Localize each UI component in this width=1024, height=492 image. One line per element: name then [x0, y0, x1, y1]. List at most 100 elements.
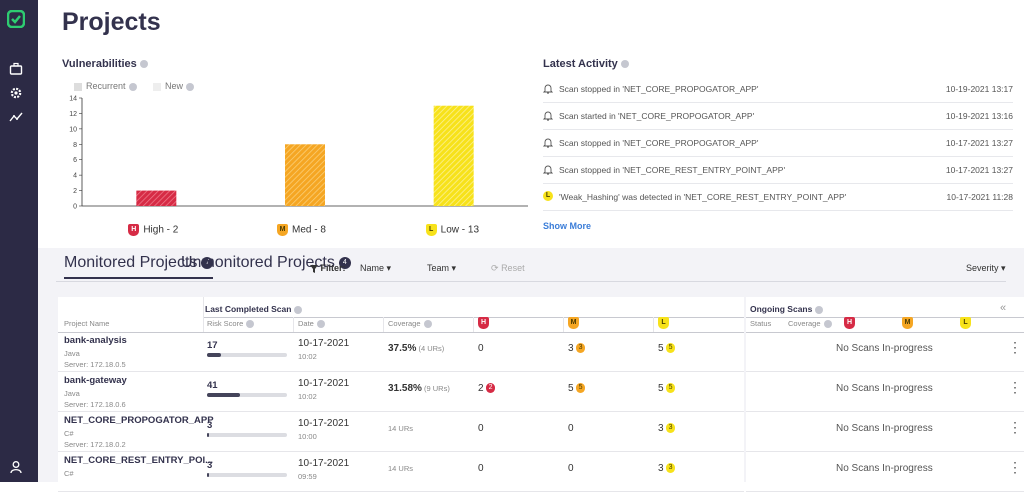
ongoing-col-status[interactable]: Status — [750, 319, 772, 328]
activity-row[interactable]: Scan stopped in 'NET_CORE_PROPOGATOR_APP… — [543, 76, 1013, 103]
project-name-link[interactable]: NET_CORE_PROPOGATOR_APP — [64, 415, 214, 426]
user-icon[interactable] — [9, 460, 23, 474]
filter-label: Filter: — [310, 263, 346, 273]
bar-high[interactable] — [136, 190, 177, 206]
x-label-text: High - 2 — [143, 224, 179, 236]
legend-recurrent-label: Recurrent — [86, 81, 126, 91]
filter-icon — [310, 264, 318, 273]
date-header-text: Date — [298, 319, 314, 328]
ongoing-coverage-text: Coverage — [788, 319, 821, 328]
scan-date: 10-17-2021 — [298, 458, 350, 469]
col-header-low[interactable]: L — [658, 317, 673, 329]
med-count-value: 0 — [568, 423, 574, 434]
legend-new[interactable]: New — [153, 81, 195, 91]
tab-monitored-projects[interactable]: Monitored Projects 7 — [64, 254, 214, 279]
activity-text: Scan stopped in 'NET_CORE_PROPOGATOR_APP… — [559, 138, 759, 148]
help-icon[interactable] — [186, 82, 195, 91]
help-icon[interactable] — [823, 320, 832, 329]
project-name-link[interactable]: NET_CORE_REST_ENTRY_POI... — [64, 455, 214, 466]
legend-swatch-new — [153, 82, 162, 91]
col-header-high[interactable]: H — [478, 317, 493, 329]
tab-monitored-label: Monitored Projects — [64, 254, 198, 271]
high-severity-icon: H — [128, 224, 140, 236]
help-icon[interactable] — [815, 305, 824, 314]
more-options-icon[interactable]: ⋮ — [1008, 339, 1022, 355]
col-header-med[interactable]: M — [568, 317, 583, 329]
col-header-risk-score[interactable]: Risk Score — [207, 319, 255, 329]
col-header-project-name[interactable]: Project Name — [64, 319, 110, 328]
latest-activity-title: Latest Activity — [543, 58, 629, 70]
more-options-icon[interactable]: ⋮ — [1008, 419, 1022, 435]
project-name-link[interactable]: bank-gateway — [64, 375, 127, 386]
coverage-value: 14 URs — [388, 423, 413, 434]
help-icon[interactable] — [128, 82, 137, 91]
help-icon[interactable] — [294, 305, 303, 314]
activity-row[interactable]: Scan stopped in 'NET_CORE_PROPOGATOR_APP… — [543, 130, 1013, 157]
legend-recurrent[interactable]: Recurrent — [74, 81, 137, 91]
activity-list: Scan stopped in 'NET_CORE_PROPOGATOR_APP… — [543, 76, 1013, 211]
ongoing-col-coverage[interactable]: Coverage — [788, 319, 832, 329]
no-scans-message: No Scans In-progress — [836, 343, 933, 354]
ongoing-row-divider — [746, 371, 1024, 372]
coverage-value: 14 URs — [388, 463, 413, 474]
team-filter-dropdown[interactable]: Team ▾ — [427, 263, 456, 274]
main-content: Projects Vulnerabilities Recurrent New 1… — [38, 0, 1024, 492]
col-divider — [203, 297, 204, 332]
project-name-link[interactable]: bank-analysis — [64, 335, 127, 346]
help-icon[interactable] — [620, 60, 629, 69]
project-server: Server: 172.18.0.6 — [64, 400, 126, 409]
activity-text: Scan stopped in 'NET_CORE_PROPOGATOR_APP… — [559, 84, 759, 94]
x-label-high[interactable]: H High - 2 — [128, 224, 178, 236]
help-icon[interactable] — [139, 60, 148, 69]
more-options-icon[interactable]: ⋮ — [1008, 379, 1022, 395]
help-icon[interactable] — [423, 320, 432, 329]
chart-legend: Recurrent New — [74, 81, 208, 91]
app-logo-icon[interactable] — [7, 10, 25, 28]
bar-low[interactable] — [433, 105, 474, 206]
y-tick-label: 12 — [69, 111, 77, 118]
no-scans-message: No Scans In-progress — [836, 423, 933, 434]
ongoing-col-high[interactable]: H — [844, 317, 859, 329]
y-tick-label: 10 — [69, 126, 77, 133]
activity-row[interactable]: L 'Weak_Hashing' was detected in 'NET_COR… — [543, 184, 1013, 211]
x-label-medium[interactable]: M Med - 8 — [277, 224, 326, 236]
help-icon[interactable] — [246, 320, 255, 329]
scan-time: 10:02 — [298, 352, 317, 361]
activity-timestamp: 10-19-2021 13:17 — [945, 84, 1013, 94]
no-scans-message: No Scans In-progress — [836, 383, 933, 394]
collapse-panel-button[interactable]: « — [1000, 302, 1007, 314]
y-tick-label: 2 — [73, 188, 77, 195]
severity-dropdown[interactable]: Severity ▾ — [966, 263, 1006, 274]
scan-time: 10:02 — [298, 392, 317, 401]
bell-icon — [543, 84, 553, 94]
help-icon[interactable] — [316, 320, 325, 329]
more-options-icon[interactable]: ⋮ — [1008, 459, 1022, 475]
ongoing-scans-title: Ongoing Scans — [750, 304, 813, 314]
scan-time: 09:59 — [298, 472, 317, 481]
bar-medium[interactable] — [285, 144, 325, 206]
reset-filter-button[interactable]: ⟳ Reset — [491, 263, 525, 274]
y-tick-label: 14 — [69, 96, 77, 103]
high-severity-icon: H — [844, 317, 855, 329]
risk-score-bar — [207, 433, 287, 437]
activity-timestamp: 10-19-2021 13:16 — [945, 111, 1013, 121]
name-filter-dropdown[interactable]: Name ▾ — [360, 263, 391, 274]
briefcase-icon[interactable] — [9, 62, 23, 76]
x-label-low[interactable]: L Low - 13 — [425, 224, 479, 236]
latest-activity-title-text: Latest Activity — [543, 58, 618, 70]
last-completed-scan-header: Last Completed Scan — [205, 304, 303, 314]
activity-row[interactable]: Scan stopped in 'NET_CORE_REST_ENTRY_POI… — [543, 157, 1013, 184]
activity-row[interactable]: Scan started in 'NET_CORE_PROPOGATOR_APP… — [543, 103, 1013, 130]
project-language: C# — [64, 429, 74, 438]
col-header-coverage[interactable]: Coverage — [388, 319, 432, 329]
show-more-link[interactable]: Show More — [543, 221, 592, 231]
activity-icon[interactable] — [9, 110, 23, 124]
ongoing-col-low[interactable]: L — [960, 317, 975, 329]
ongoing-header-divider — [746, 332, 1024, 333]
low-count-value: 3 — [658, 423, 664, 434]
ongoing-scans-header: Ongoing Scans — [750, 304, 824, 314]
gear-icon[interactable] — [9, 86, 23, 100]
col-header-date[interactable]: Date — [298, 319, 325, 329]
ongoing-col-med[interactable]: M — [902, 317, 917, 329]
tab-unmonitored-projects[interactable]: Unmonitored Projects 4 — [181, 254, 351, 272]
